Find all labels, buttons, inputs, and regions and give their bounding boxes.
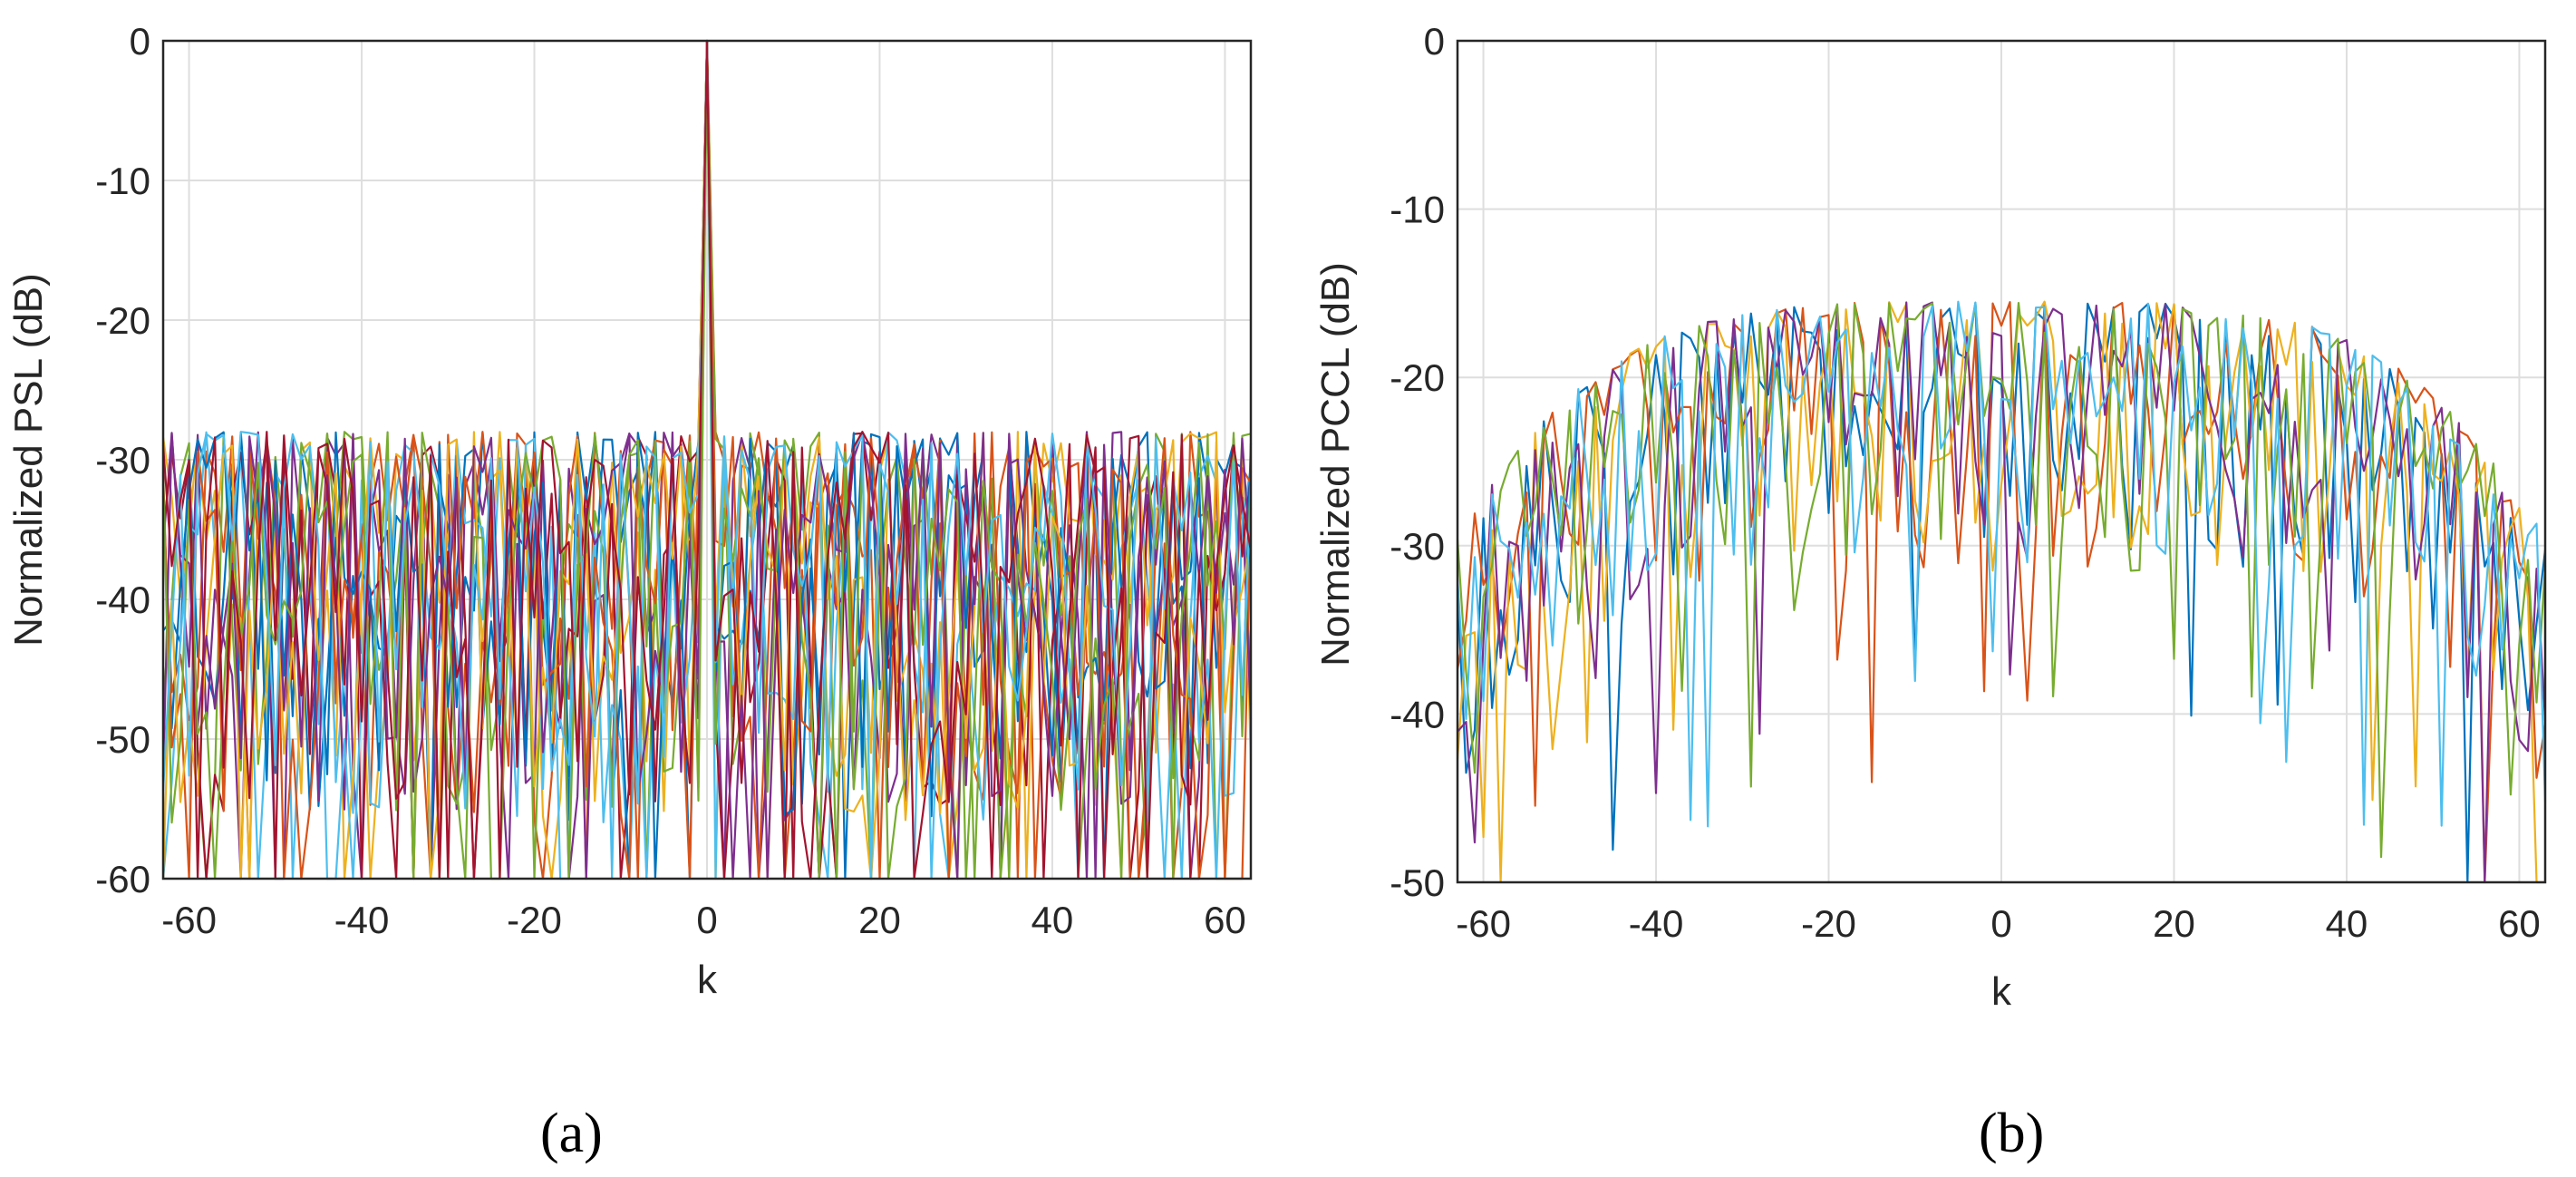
x-axis-label-a: k xyxy=(697,958,718,1002)
y-axis-label-a: Normalized PSL (dB) xyxy=(6,273,51,647)
x-tick-label: 0 xyxy=(696,899,717,941)
series-group-b xyxy=(1456,300,2547,884)
x-tick-label: 40 xyxy=(2326,902,2368,945)
x-tick-label: 60 xyxy=(2498,902,2541,945)
panel-label-b: (b) xyxy=(1979,1103,2044,1164)
x-tick-label: 40 xyxy=(1031,899,1074,941)
series-line-b-4 xyxy=(1457,301,2547,884)
axes-box-a xyxy=(161,39,1253,880)
x-tick-label: -40 xyxy=(334,899,390,941)
y-tick-label: -10 xyxy=(95,160,150,202)
series-line-b-3 xyxy=(1456,300,2545,884)
y-tick-label: -50 xyxy=(95,718,150,761)
tick-labels-a: -60 -40 -20 0 20 40 60 0 -10 -20 -30 -40 -50 -60 xyxy=(95,20,1245,941)
x-tick-label: -60 xyxy=(1456,902,1511,945)
chart-panel-a: -60 -40 -20 0 20 40 60 0 -10 -20 -30 -40 -50 -60 k No… xyxy=(6,20,1253,1164)
y-tick-label: 0 xyxy=(1424,20,1445,63)
tick-labels-b: -60 -40 -20 0 20 40 60 0 -10 -20 -30 -40 -50 xyxy=(1390,20,2540,945)
x-tick-label: 60 xyxy=(1204,899,1246,941)
y-tick-label: -40 xyxy=(95,579,150,621)
x-tick-label: -60 xyxy=(161,899,217,941)
x-tick-label: -20 xyxy=(1801,902,1856,945)
y-tick-label: -60 xyxy=(95,858,150,900)
y-tick-label: -10 xyxy=(1390,189,1445,231)
y-tick-label: 0 xyxy=(130,20,150,63)
x-axis-label-b: k xyxy=(1991,969,2012,1014)
y-tick-label: -20 xyxy=(95,299,150,342)
y-tick-label: -40 xyxy=(1390,693,1445,735)
x-tick-label: 20 xyxy=(2153,902,2195,945)
series-line-b-5 xyxy=(1456,302,2547,859)
x-tick-label: -20 xyxy=(507,899,562,941)
x-tick-label: 20 xyxy=(858,899,901,941)
chart-panel-b: -60 -40 -20 0 20 40 60 0 -10 -20 -30 -40 -50 k Norma… xyxy=(1313,20,2547,1164)
y-tick-label: -30 xyxy=(95,439,150,482)
panel-label-a: (a) xyxy=(540,1103,603,1164)
y-tick-label: -30 xyxy=(1390,525,1445,568)
x-tick-label: -40 xyxy=(1629,902,1684,945)
y-tick-label: -50 xyxy=(1390,861,1445,904)
x-tick-label: 0 xyxy=(1990,902,2011,945)
axes-box-b xyxy=(1456,39,2547,884)
y-tick-label: -20 xyxy=(1390,356,1445,399)
series-line-b-6 xyxy=(1456,300,2547,828)
y-axis-label-b: Normalized PCCL (dB) xyxy=(1313,262,1358,666)
